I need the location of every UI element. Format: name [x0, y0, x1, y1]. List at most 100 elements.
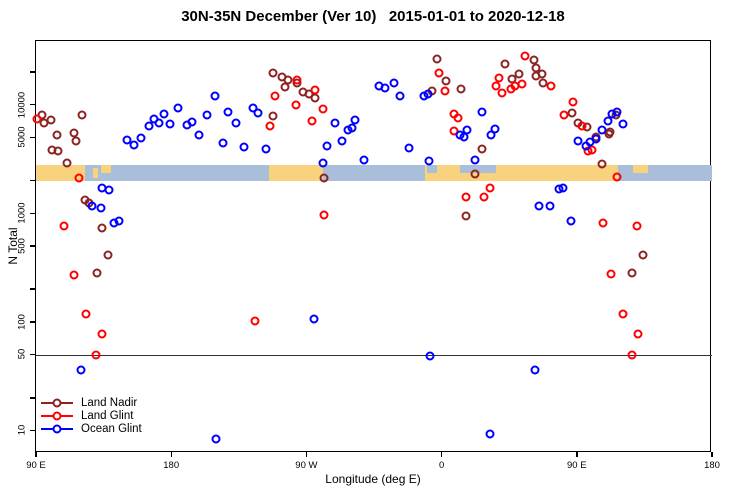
data-point-land-nadir: [62, 158, 72, 168]
x-tick-label: 90 W: [295, 460, 318, 471]
y-tick: [30, 429, 35, 432]
data-point-land-nadir: [477, 144, 487, 154]
data-point-land-nadir: [97, 223, 107, 233]
legend-label: Land Nadir: [81, 396, 138, 409]
x-tick: [305, 452, 308, 457]
data-point-ocean-glint: [566, 216, 576, 226]
data-point-ocean-glint: [462, 125, 472, 135]
data-point-ocean-glint: [76, 365, 86, 375]
data-point-ocean-glint: [223, 107, 232, 117]
data-point-land-glint: [491, 81, 501, 91]
data-point-land-nadir: [92, 268, 102, 278]
y-tick: [30, 321, 35, 323]
data-point-land-glint: [633, 329, 643, 339]
data-point-land-glint: [559, 110, 569, 120]
x-tick-label: 0: [438, 460, 445, 471]
y-minor-tick: [30, 179, 35, 182]
data-point-land-nadir: [456, 84, 466, 94]
data-point-land-glint: [265, 121, 275, 131]
data-point-land-glint: [606, 269, 616, 279]
data-point-land-nadir: [53, 146, 63, 156]
y-tick-label: 5000: [16, 126, 28, 148]
data-point-ocean-glint: [261, 144, 271, 154]
data-point-ocean-glint: [618, 119, 628, 129]
data-point-land-glint: [520, 51, 530, 61]
geo-band-land: [93, 168, 99, 178]
y-tick: [30, 245, 35, 247]
y-tick-label: 1000: [16, 202, 28, 224]
data-point-land-nadir: [627, 268, 637, 278]
data-point-ocean-glint: [187, 117, 196, 127]
data-point-land-nadir: [268, 111, 278, 121]
data-point-land-glint: [434, 68, 444, 78]
data-point-ocean-glint: [597, 125, 607, 135]
data-point-land-glint: [546, 81, 555, 91]
data-point-land-nadir: [52, 130, 62, 140]
data-point-ocean-glint: [218, 138, 228, 148]
data-point-ocean-glint: [591, 134, 601, 144]
data-point-ocean-glint: [423, 89, 433, 99]
data-point-ocean-glint: [404, 143, 414, 153]
y-tick-label: 50: [16, 349, 28, 360]
data-point-land-nadir: [432, 54, 442, 64]
data-point-land-glint: [81, 309, 91, 319]
x-axis-title: Longitude (deg E): [325, 472, 421, 486]
data-point-land-glint: [307, 116, 317, 126]
geo-band-land: [425, 165, 619, 181]
legend-item-ocean-glint: Ocean Glint: [41, 422, 142, 435]
geo-band-ocean: [460, 165, 497, 173]
data-point-ocean-glint: [490, 124, 500, 134]
data-point-land-glint: [59, 221, 69, 231]
data-point-land-glint: [618, 309, 628, 319]
data-point-ocean-glint: [231, 118, 241, 128]
data-point-land-glint: [612, 172, 622, 182]
data-point-land-nadir: [77, 110, 87, 120]
data-point-ocean-glint: [165, 119, 175, 129]
data-point-land-glint: [587, 145, 597, 155]
x-tick: [440, 452, 443, 457]
data-point-ocean-glint: [389, 78, 398, 88]
geo-band-ocean: [84, 165, 269, 181]
data-point-land-nadir: [69, 128, 79, 138]
data-point-land-nadir: [268, 68, 278, 78]
data-point-ocean-glint: [194, 130, 204, 140]
data-point-ocean-glint: [530, 365, 540, 375]
data-point-ocean-glint: [612, 107, 622, 117]
data-point-ocean-glint: [253, 108, 263, 118]
data-point-ocean-glint: [424, 156, 434, 166]
data-point-ocean-glint: [485, 429, 495, 439]
x-tick-label: 180: [704, 460, 720, 471]
data-point-land-glint: [479, 192, 489, 202]
data-point-ocean-glint: [350, 115, 359, 125]
data-point-ocean-glint: [159, 109, 169, 119]
data-point-ocean-glint: [318, 158, 328, 168]
data-point-land-nadir: [531, 71, 540, 81]
data-point-land-glint: [310, 85, 320, 95]
data-point-ocean-glint: [129, 140, 139, 150]
geo-band-land: [268, 165, 323, 181]
x-tick-label: 180: [163, 460, 180, 471]
data-point-land-glint: [485, 183, 495, 193]
data-point-land-nadir: [71, 136, 81, 146]
y-tick: [30, 103, 35, 106]
data-point-land-glint: [453, 113, 463, 123]
data-point-land-glint: [250, 316, 260, 326]
geo-band-ocean: [427, 165, 438, 173]
data-point-land-glint: [69, 270, 79, 280]
data-point-ocean-glint: [309, 314, 319, 324]
data-point-land-nadir: [319, 173, 329, 183]
data-point-ocean-glint: [144, 121, 154, 131]
data-point-land-glint: [318, 104, 328, 114]
x-tick: [170, 452, 172, 457]
data-point-ocean-glint: [210, 91, 220, 101]
data-point-ocean-glint: [534, 201, 544, 211]
data-point-land-nadir: [529, 55, 539, 65]
data-point-land-nadir: [638, 250, 648, 260]
data-point-ocean-glint: [470, 155, 480, 165]
data-point-land-glint: [440, 86, 450, 96]
reference-line: [36, 354, 712, 356]
data-point-ocean-glint: [96, 203, 106, 213]
y-tick: [30, 136, 35, 139]
data-point-land-glint: [568, 97, 578, 107]
data-point-land-nadir: [441, 76, 451, 86]
